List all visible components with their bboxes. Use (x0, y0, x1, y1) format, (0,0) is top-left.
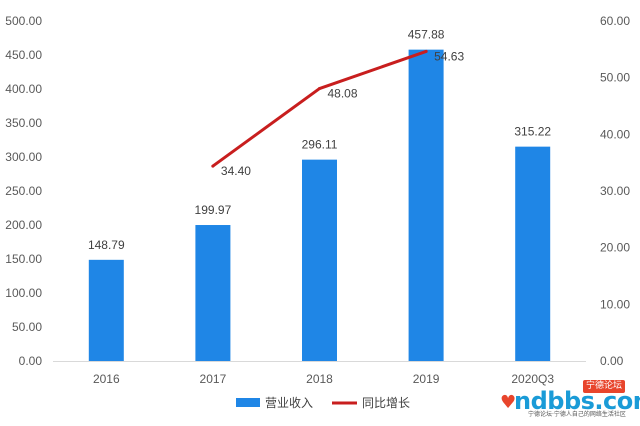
x-tick-label: 2018 (306, 372, 333, 386)
legend-bar-label: 营业收入 (265, 396, 313, 410)
y-left-tick-label: 300.00 (5, 150, 42, 164)
bar-data-label: 199.97 (195, 203, 232, 217)
y-left-tick-label: 150.00 (5, 252, 42, 266)
legend-bar-swatch (236, 398, 260, 407)
bar-data-label: 148.79 (88, 238, 125, 252)
y-left-tick-label: 100.00 (5, 286, 42, 300)
x-tick-label: 2016 (93, 372, 120, 386)
watermark-badge: 宁德论坛 (583, 380, 625, 393)
watermark-heart-icon: ♥ (500, 392, 517, 413)
bar (515, 146, 551, 361)
line-data-label: 48.08 (328, 87, 358, 101)
y-right-tick-label: 0.00 (600, 354, 624, 368)
line-data-label: 34.40 (221, 164, 251, 178)
y-left-tick-label: 500.00 (5, 14, 42, 28)
bar-data-label: 296.11 (302, 138, 338, 152)
line-data-label: 54.63 (434, 49, 464, 63)
y-left-tick-label: 250.00 (5, 184, 42, 198)
y-right-tick-label: 20.00 (600, 241, 630, 255)
growth-point (424, 49, 428, 53)
watermark-subtitle: 宁德论坛·宁德人自己的网络生活社区 (528, 411, 626, 418)
y-left-tick-label: 350.00 (5, 116, 42, 130)
bar-data-label: 315.22 (514, 125, 551, 139)
y-right-tick-label: 50.00 (600, 71, 630, 85)
x-tick-label: 2019 (413, 372, 440, 386)
y-right-tick-label: 60.00 (600, 14, 630, 28)
watermark-logo: ndbbs.com (514, 387, 640, 415)
y-left-tick-label: 0.00 (19, 354, 43, 368)
growth-point (211, 164, 215, 168)
y-right-tick-label: 30.00 (600, 184, 630, 198)
x-tick-label: 2017 (200, 372, 227, 386)
y-left-tick-label: 200.00 (5, 218, 42, 232)
legend-line-label: 同比增长 (362, 396, 410, 410)
growth-point (318, 87, 321, 91)
y-right-tick-label: 10.00 (600, 297, 630, 311)
bar (408, 49, 444, 361)
bar-data-label: 457.88 (408, 28, 445, 42)
bar (302, 159, 337, 361)
y-left-tick-label: 450.00 (5, 48, 42, 62)
bar (88, 259, 124, 361)
y-left-tick-label: 50.00 (12, 320, 42, 334)
x-tick-label: 2020Q3 (511, 372, 554, 386)
y-left-tick-label: 400.00 (5, 82, 42, 96)
y-right-tick-label: 40.00 (600, 127, 630, 141)
bar (195, 225, 231, 361)
